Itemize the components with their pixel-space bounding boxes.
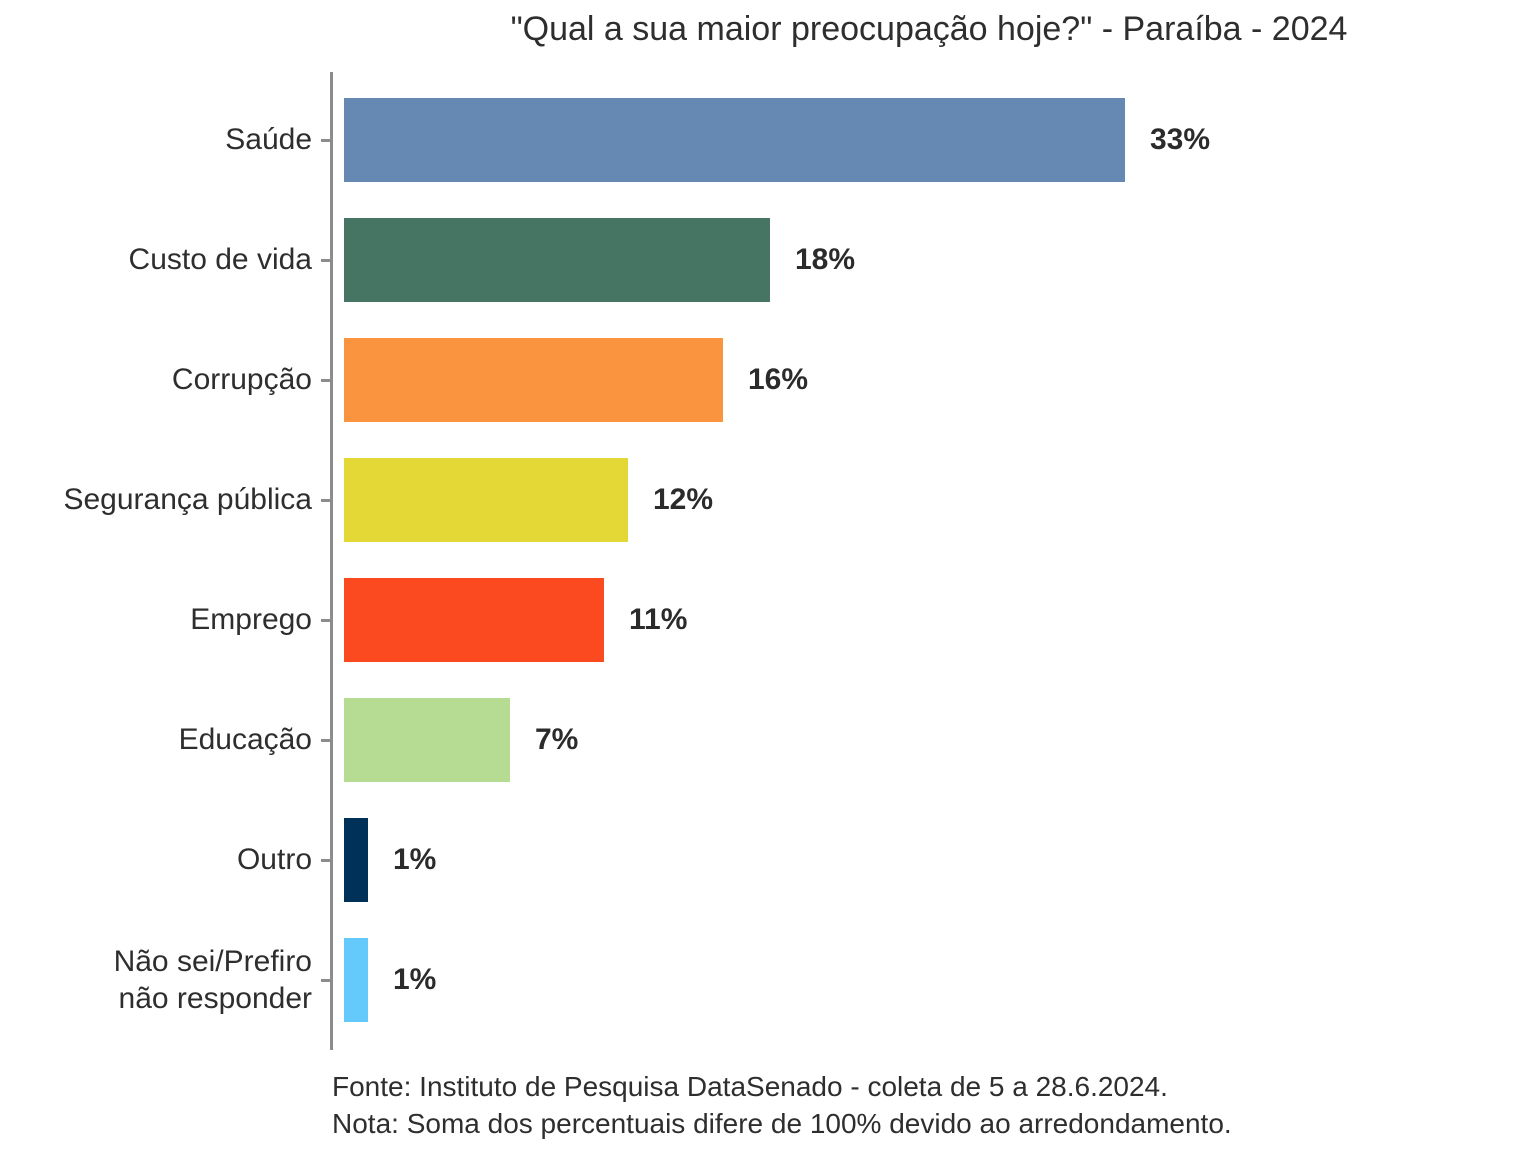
axis-tick (321, 138, 330, 142)
bar-track: 11% (333, 560, 1536, 680)
bar-row-educacao: Educação 7% (0, 680, 1536, 800)
bar-row-outro: Outro 1% (0, 800, 1536, 920)
bar-outro (344, 818, 368, 902)
source-note: Fonte: Instituto de Pesquisa DataSenado … (332, 1071, 1168, 1102)
axis-tick (321, 858, 330, 862)
bar-custo-de-vida (344, 218, 770, 302)
value-label-educacao: 7% (535, 723, 579, 756)
axis-tick (321, 378, 330, 382)
axis-tick (321, 498, 330, 502)
category-label-educacao: Educação (178, 723, 312, 757)
plot-area: Saúde 33% Custo de vida 18% Corrupção 16… (0, 80, 1536, 1040)
value-label-outro: 1% (393, 843, 437, 876)
footer: Fonte: Instituto de Pesquisa DataSenado … (332, 1068, 1232, 1142)
rounding-note: Nota: Soma dos percentuais difere de 100… (332, 1108, 1232, 1140)
axis-tick (321, 738, 330, 742)
category-label-emprego: Emprego (190, 603, 312, 637)
bar-row-corrupcao: Corrupção 16% (0, 320, 1536, 440)
value-label-nao-sei: 1% (393, 963, 437, 996)
chart-title: "Qual a sua maior preocupação hoje?" - P… (510, 10, 1348, 48)
bar-seguranca-publica (344, 458, 628, 542)
value-label-saude: 33% (1150, 123, 1211, 156)
bar-track: 12% (333, 440, 1536, 560)
bar-saude (344, 98, 1125, 182)
category-label-saude: Saúde (225, 123, 312, 157)
category-label-custo-de-vida: Custo de vida (128, 243, 312, 277)
bar-nao-sei (344, 938, 368, 1022)
bar-row-emprego: Emprego 11% (0, 560, 1536, 680)
category-label-outro: Outro (236, 843, 312, 877)
bar-emprego (344, 578, 604, 662)
bar-track: 33% (333, 80, 1536, 200)
bar-row-saude: Saúde 33% (0, 80, 1536, 200)
y-axis-line (330, 72, 333, 1050)
bar-track: 1% (333, 920, 1536, 1040)
bar-row-seguranca-publica: Segurança pública 12% (0, 440, 1536, 560)
value-label-emprego: 11% (629, 603, 688, 636)
axis-tick (321, 978, 330, 982)
bar-track: 16% (333, 320, 1536, 440)
category-label-seguranca-publica: Segurança pública (63, 483, 312, 517)
bar-row-nao-sei: Não sei/Prefiro não responder 1% (0, 920, 1536, 1040)
bar-track: 1% (333, 800, 1536, 920)
axis-tick (321, 258, 330, 262)
value-label-custo-de-vida: 18% (795, 243, 856, 276)
value-label-corrupcao: 16% (748, 363, 809, 396)
bar-track: 18% (333, 200, 1536, 320)
category-label-corrupcao: Corrupção (171, 363, 312, 397)
bar-row-custo-de-vida: Custo de vida 18% (0, 200, 1536, 320)
bar-track: 7% (333, 680, 1536, 800)
category-label-nao-sei: Não sei/Prefiro não responder (113, 944, 312, 1016)
axis-tick (321, 618, 330, 622)
bar-educacao (344, 698, 510, 782)
bar-corrupcao (344, 338, 723, 422)
value-label-seguranca-publica: 12% (653, 483, 714, 516)
